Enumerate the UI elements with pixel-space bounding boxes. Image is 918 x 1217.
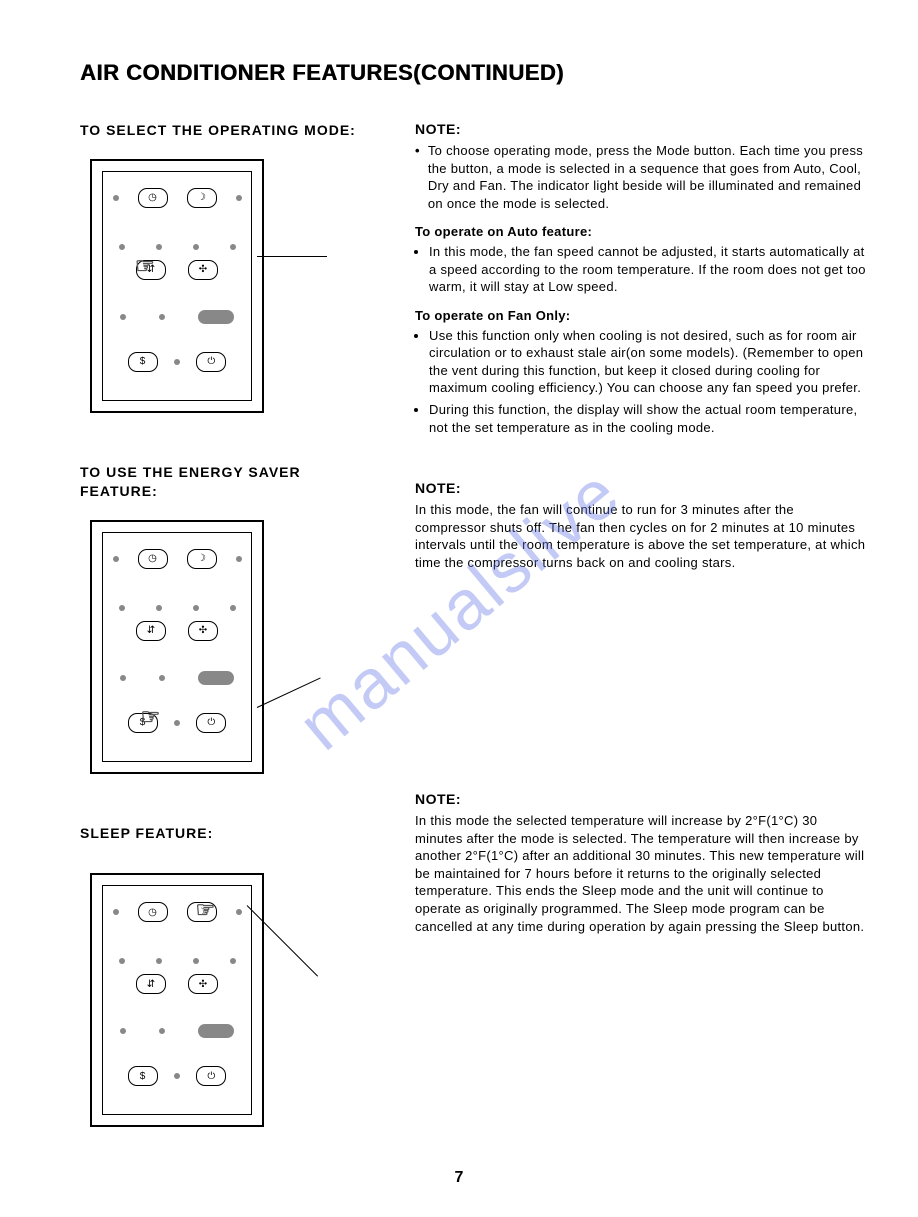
led-icon [159, 675, 165, 681]
right-column: NOTE: • To choose operating mode, press … [415, 121, 868, 1177]
dollar-button-icon: $ ☞ [128, 713, 158, 733]
led-icon [174, 1073, 180, 1079]
control-panel-diagram-2: ◷ ☽ ⇵ ✣ [90, 520, 264, 774]
sleep-button-icon: ☽ [187, 188, 217, 208]
led-icon [230, 605, 236, 611]
fan-only-item: During this function, the display will s… [429, 401, 868, 436]
mode-button-icon: ⇵ ☞ [136, 260, 166, 280]
note-heading: NOTE: [415, 791, 868, 807]
led-icon [156, 605, 162, 611]
led-icon [113, 195, 119, 201]
fan-only-list: Use this function only when cooling is n… [415, 327, 868, 436]
dollar-button-icon: $ [128, 352, 158, 372]
auto-feature-heading: To operate on Auto feature: [415, 224, 868, 239]
two-column-layout: TO SELECT THE OPERATING MODE: ◷ ☽ [80, 121, 868, 1177]
fan-button-icon: ✣ [188, 621, 218, 641]
led-icon [119, 605, 125, 611]
select-mode-heading: TO SELECT THE OPERATING MODE: [80, 121, 380, 141]
fan-button-icon: ✣ [188, 974, 218, 994]
display-icon [198, 671, 234, 685]
auto-feature-item: In this mode, the fan speed cannot be ad… [429, 243, 868, 296]
sleep-button-icon: ☽ [187, 549, 217, 569]
timer-button-icon: ◷ [138, 188, 168, 208]
fan-only-item: Use this function only when cooling is n… [429, 327, 868, 397]
energy-saver-heading: TO USE THE ENERGY SAVER FEATURE: [80, 463, 380, 502]
bullet-icon: • [415, 142, 420, 212]
display-icon [198, 1024, 234, 1038]
led-icon [193, 244, 199, 250]
led-icon [119, 244, 125, 250]
pointing-hand-icon: ☞ [141, 704, 161, 730]
led-icon [193, 958, 199, 964]
mode-button-icon: ⇵ [136, 621, 166, 641]
led-icon [120, 1028, 126, 1034]
power-button-icon: ⏻ [196, 352, 226, 372]
control-panel-diagram-3: ◷ ☽ ☞ ⇵ [90, 873, 264, 1127]
timer-button-icon: ◷ [138, 549, 168, 569]
led-icon [193, 605, 199, 611]
led-icon [159, 314, 165, 320]
left-column: TO SELECT THE OPERATING MODE: ◷ ☽ [80, 121, 380, 1177]
led-icon [120, 675, 126, 681]
display-icon [198, 310, 234, 324]
note-heading: NOTE: [415, 480, 868, 496]
sleep-button-icon: ☽ ☞ [187, 902, 217, 922]
note-text: To choose operating mode, press the Mode… [428, 142, 868, 212]
led-icon [230, 244, 236, 250]
led-icon [230, 958, 236, 964]
dollar-button-icon: $ [128, 1066, 158, 1086]
callout-line [257, 677, 321, 707]
led-icon [119, 958, 125, 964]
led-icon [236, 909, 242, 915]
note-body: In this mode the selected temperature wi… [415, 812, 868, 935]
control-panel-diagram-1: ◷ ☽ ⇵ [90, 159, 264, 413]
manual-page: AIR CONDITIONER FEATURES(CONTINUED) manu… [0, 0, 918, 1217]
fan-button-icon: ✣ [188, 260, 218, 280]
led-icon [159, 1028, 165, 1034]
timer-button-icon: ◷ [138, 902, 168, 922]
note-body: In this mode, the fan will continue to r… [415, 501, 868, 571]
pointing-hand-icon: ☞ [196, 897, 216, 923]
callout-line [257, 256, 327, 257]
note-heading: NOTE: [415, 121, 868, 137]
led-icon [236, 556, 242, 562]
power-button-icon: ⏻ [196, 713, 226, 733]
power-button-icon: ⏻ [196, 1066, 226, 1086]
led-icon [113, 909, 119, 915]
led-icon [156, 244, 162, 250]
auto-feature-list: In this mode, the fan speed cannot be ad… [415, 243, 868, 296]
led-icon [120, 314, 126, 320]
fan-only-heading: To operate on Fan Only: [415, 308, 868, 323]
led-icon [174, 720, 180, 726]
sleep-heading: SLEEP FEATURE: [80, 824, 380, 844]
pointing-hand-icon: ☞ [135, 253, 155, 279]
callout-line [247, 906, 318, 977]
note-body: • To choose operating mode, press the Mo… [415, 142, 868, 212]
page-number: 7 [455, 1169, 464, 1187]
led-icon [236, 195, 242, 201]
led-icon [156, 958, 162, 964]
page-title: AIR CONDITIONER FEATURES(CONTINUED) [80, 60, 868, 86]
led-icon [113, 556, 119, 562]
led-icon [174, 359, 180, 365]
mode-button-icon: ⇵ [136, 974, 166, 994]
